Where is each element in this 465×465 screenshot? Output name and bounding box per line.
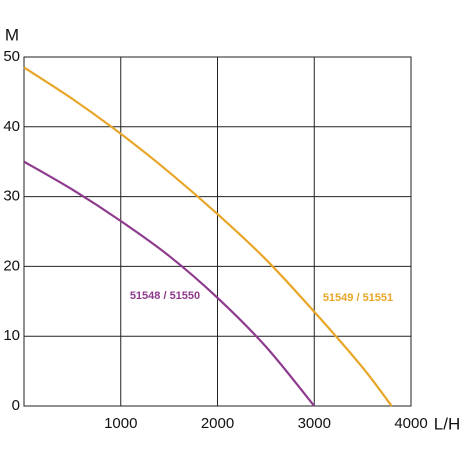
y-axis-label: M	[5, 25, 19, 44]
series-line	[23, 66, 393, 407]
x-tick-label: 2000	[201, 415, 234, 432]
x-axis-label: L/H	[434, 414, 460, 433]
series-line	[23, 160, 316, 407]
x-tick-label: 1000	[104, 415, 137, 432]
y-tick-label: 20	[3, 257, 20, 274]
x-tick-label: 4000	[394, 415, 427, 432]
y-tick-label: 50	[3, 48, 20, 65]
y-tick-label: 0	[12, 397, 20, 414]
y-tick-label: 40	[3, 118, 20, 135]
series-label: 51549 / 51551	[323, 292, 393, 304]
y-tick-label: 30	[3, 188, 20, 205]
series-label: 51548 / 51550	[130, 290, 200, 302]
y-tick-label: 10	[3, 327, 20, 344]
x-tick-label: 3000	[298, 415, 331, 432]
